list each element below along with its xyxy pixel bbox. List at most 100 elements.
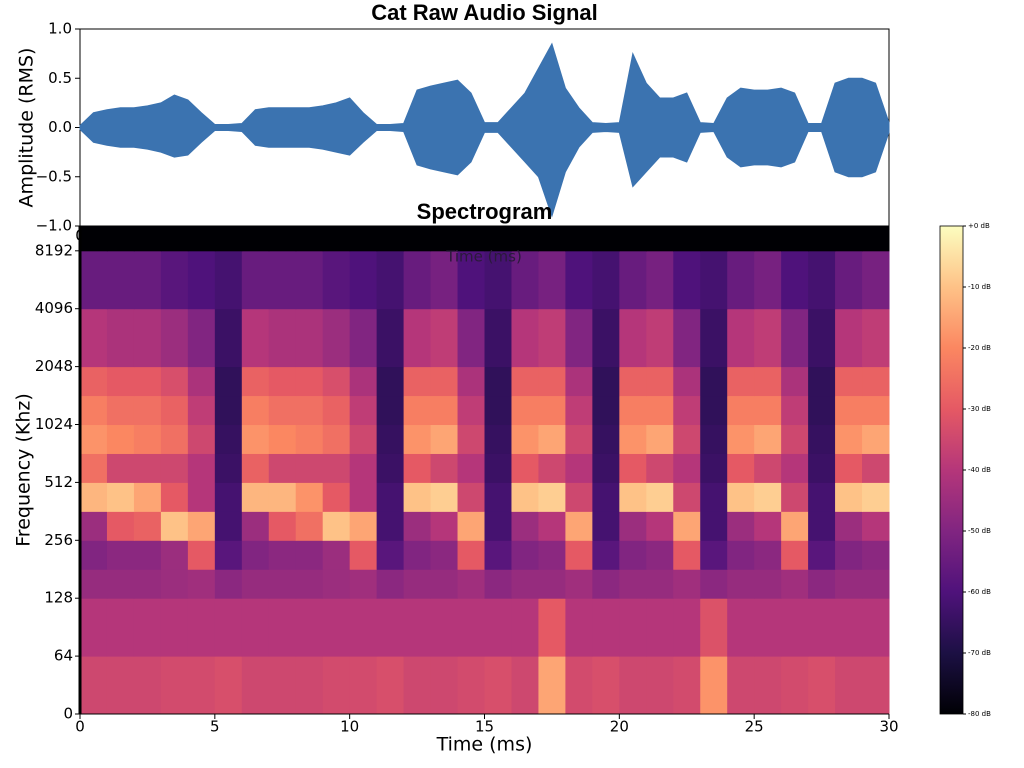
spectrogram-cell xyxy=(241,482,270,512)
spectrogram-cell xyxy=(268,250,297,310)
spectrogram-cell xyxy=(457,540,485,570)
spectrogram-cell xyxy=(538,453,566,483)
spectrogram-cell xyxy=(106,395,135,426)
y-tick-label: 4096 xyxy=(35,299,73,317)
spectrogram-cell xyxy=(484,424,512,454)
colorbar-tick-label: -60 dB xyxy=(968,588,991,596)
spectrogram-cell xyxy=(754,395,782,426)
y-tick-label: 8192 xyxy=(35,241,73,259)
spectrogram-cell xyxy=(727,424,755,454)
spectrogram-cell xyxy=(430,569,459,599)
spectrogram-cell xyxy=(754,656,782,715)
spectrogram-cell xyxy=(133,226,162,252)
spectrogram-cell xyxy=(268,395,297,426)
spectrogram-cell xyxy=(241,424,270,454)
spectrogram-cell xyxy=(592,250,620,310)
spectrogram-cell xyxy=(106,226,135,252)
spectrogram-cell xyxy=(754,598,782,657)
spectrogram-cell xyxy=(457,598,485,657)
spectrogram-cell xyxy=(484,482,512,512)
spectrogram-cell xyxy=(700,308,728,368)
spectrogram-cell xyxy=(403,424,432,454)
spectrogram-cell xyxy=(322,540,351,570)
spectrogram-cell xyxy=(646,511,674,541)
spectrogram-cell xyxy=(538,569,566,599)
spectrogram-cell xyxy=(403,540,432,570)
spectrogram-cell xyxy=(565,453,593,483)
spectrogram-cell xyxy=(160,366,189,397)
spectrogram-cell xyxy=(214,250,243,310)
spectrogram-cell xyxy=(106,598,135,657)
spectrogram-cell xyxy=(187,308,216,368)
spectrogram-cell xyxy=(268,482,297,512)
spectrogram-cell xyxy=(781,250,809,310)
spectrogram-cell xyxy=(457,226,485,252)
spectrogram-cell xyxy=(457,366,485,397)
spectrogram-cell xyxy=(538,366,566,397)
spectrogram-cell xyxy=(700,453,728,483)
spectrogram-cell xyxy=(349,453,378,483)
spectrogram-cell xyxy=(80,250,108,310)
spectrogram-cell xyxy=(835,598,863,657)
spectrogram-cell xyxy=(268,453,297,483)
spectrogram-cell xyxy=(538,511,566,541)
spectrogram-cell xyxy=(754,453,782,483)
spectrogram-cell xyxy=(565,511,593,541)
waveform-area xyxy=(79,127,890,218)
spectrogram-cell xyxy=(511,540,539,570)
spectrogram-cell xyxy=(403,598,432,657)
spectrogram-cell xyxy=(565,540,593,570)
spectrogram-cell xyxy=(619,569,647,599)
spectrogram-cell xyxy=(538,250,566,310)
y-tick-label: 0.0 xyxy=(48,118,72,136)
spectrogram-cell xyxy=(565,569,593,599)
spectrogram-cell xyxy=(295,250,324,310)
spectrogram-cell xyxy=(700,250,728,310)
spectrogram-cell xyxy=(673,308,701,368)
spectrogram-cell xyxy=(80,226,108,252)
spectrogram-cell xyxy=(241,308,270,368)
spectrogram-cell xyxy=(808,598,836,657)
spectrogram-cell xyxy=(133,395,162,426)
spectrogram-cell xyxy=(835,424,863,454)
spectrogram-cell xyxy=(457,453,485,483)
spectrogram-cell xyxy=(673,598,701,657)
spectrogram-cell xyxy=(241,395,270,426)
spectrogram-cell xyxy=(241,540,270,570)
spectrogram-cell xyxy=(484,569,512,599)
spectrogram-cell xyxy=(754,482,782,512)
spectrogram-cell xyxy=(376,540,405,570)
spectrogram-cell xyxy=(403,308,432,368)
y-axis-label: Frequency (Khz) xyxy=(13,393,35,547)
spectrogram-cell xyxy=(565,395,593,426)
spectrogram-cell xyxy=(862,366,890,397)
spectrogram-cell xyxy=(430,598,459,657)
spectrogram-cell xyxy=(862,569,890,599)
spectrogram-cell xyxy=(511,424,539,454)
spectrogram-cell xyxy=(187,482,216,512)
spectrogram-cell xyxy=(511,250,539,310)
spectrogram-cell xyxy=(511,569,539,599)
spectrogram-cell xyxy=(403,453,432,483)
spectrogram-cell xyxy=(781,569,809,599)
spectrogram-cell xyxy=(484,453,512,483)
spectrogram-cell xyxy=(646,395,674,426)
spectrogram-cell xyxy=(538,226,566,252)
spectrogram-cell xyxy=(862,482,890,512)
spectrogram-cell xyxy=(835,366,863,397)
spectrogram-cell xyxy=(781,540,809,570)
spectrogram-cell xyxy=(781,424,809,454)
y-tick-label: 1.0 xyxy=(48,20,72,38)
spectrogram-cell xyxy=(808,482,836,512)
spectrogram-cell xyxy=(106,569,135,599)
spectrogram-cell xyxy=(322,569,351,599)
spectrogram-cell xyxy=(565,424,593,454)
spectrogram-cell xyxy=(484,511,512,541)
spectrogram-cell xyxy=(160,395,189,426)
spectrogram-cell xyxy=(187,250,216,310)
spectrogram-cell xyxy=(80,540,108,570)
spectrogram-cell xyxy=(835,569,863,599)
spectrogram-cell xyxy=(430,226,459,252)
spectrogram-cell xyxy=(592,511,620,541)
colorbar-tick-label: -40 dB xyxy=(968,466,991,474)
